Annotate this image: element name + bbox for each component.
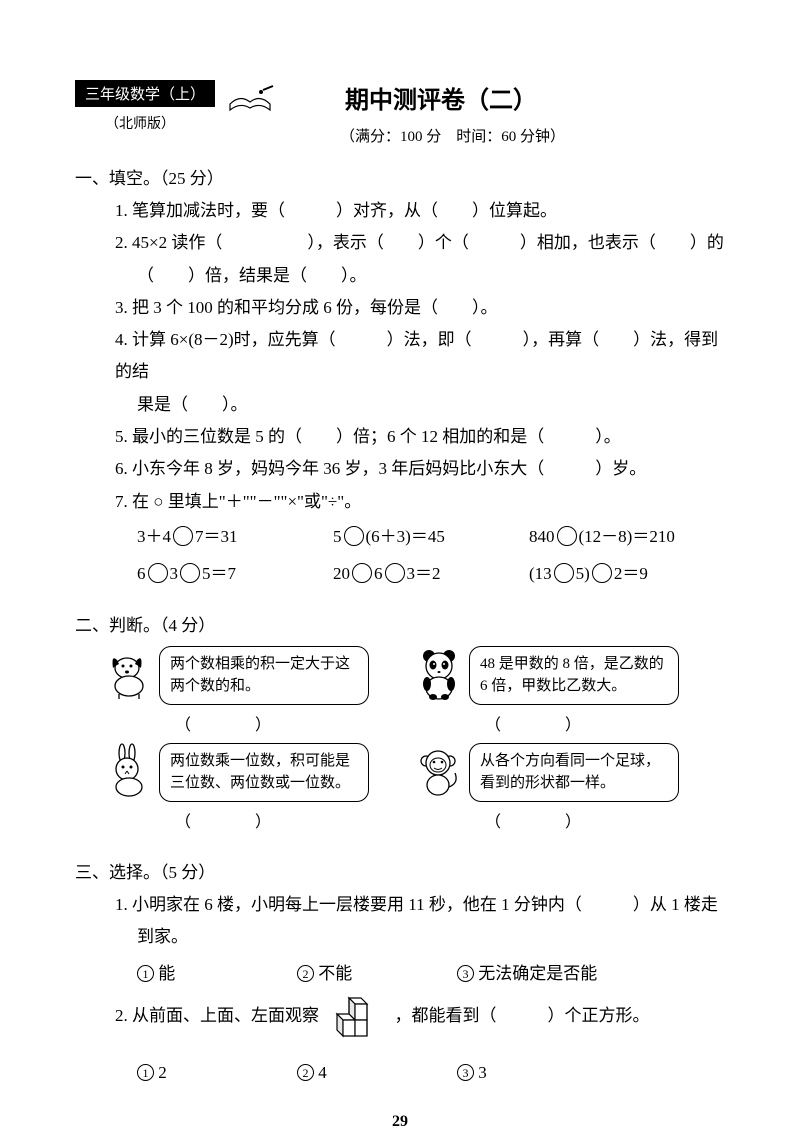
cubes-icon — [329, 994, 384, 1050]
panda-icon — [415, 646, 465, 701]
q3-1b: 到家。 — [137, 921, 725, 953]
q3-1-opts: 1 能 2 不能 3 无法确定是否能 — [137, 959, 725, 984]
judge-item-1: 两个数相乘的积一定大于这两个数的和。 （ ） — [105, 646, 415, 735]
subtitle: （满分：100 分 时间：60 分钟） — [340, 125, 725, 146]
q3-1a: 1. 小明家在 6 楼，小明每上一层楼要用 11 秒，他在 1 分钟内（ ）从 … — [115, 889, 725, 921]
eq-2-1-c: 5＝7 — [202, 564, 236, 583]
opt-1b: 不能 — [318, 964, 352, 983]
opt-num-3: 3 — [457, 1064, 474, 1081]
judge-blank-4: （ ） — [485, 808, 725, 832]
page-title: 期中测评卷（二） — [345, 80, 725, 115]
judge-blank-3: （ ） — [175, 808, 415, 832]
eq-2-1-b: 3 — [170, 564, 179, 583]
opt-2b: 4 — [318, 1063, 327, 1082]
opt-num-3: 3 — [457, 965, 474, 982]
eq-1-1-post: 7＝31 — [195, 527, 238, 546]
section-1-head: 一、填空。（25 分） — [75, 164, 725, 189]
blank-circle — [148, 563, 168, 583]
q1-4a: 4. 计算 6×(8－2)时，应先算（ ）法，即（ ），再算（ ）法，得到的结 — [115, 324, 725, 389]
judge-bubble-1: 两个数相乘的积一定大于这两个数的和。 — [159, 646, 369, 705]
q1-5: 5. 最小的三位数是 5 的（ ）倍；6 个 12 相加的和是（ ）。 — [115, 421, 725, 453]
blank-circle — [344, 526, 364, 546]
eq-2-3-a: (13 — [529, 564, 552, 583]
judge-blank-1: （ ） — [175, 711, 415, 735]
q1-7: 7. 在 ○ 里填上"＋""－""×"或"÷"。 — [115, 486, 725, 518]
q1-2a: 2. 45×2 读作（ ），表示（ ）个（ ）相加，也表示（ ）的 — [115, 227, 725, 259]
eq-row-1: 3＋4 7＝31 5 (6＋3)＝45 840 (12－8)＝210 — [137, 518, 725, 555]
opt-1c: 无法确定是否能 — [478, 964, 597, 983]
judge-item-2: 48 是甲数的 8 倍，是乙数的 6 倍，甲数比乙数大。 （ ） — [415, 646, 725, 735]
judge-bubble-4: 从各个方向看同一个足球，看到的形状都一样。 — [469, 743, 679, 802]
blank-circle — [557, 526, 577, 546]
blank-circle — [180, 563, 200, 583]
eq-2-2-b: 6 — [374, 564, 383, 583]
eq-2-2-a: 20 — [333, 564, 350, 583]
opt-num-1: 1 — [137, 965, 154, 982]
page-number: 29 — [75, 1113, 725, 1131]
opt-2a: 2 — [158, 1063, 167, 1082]
judge-bubble-3: 两位数乘一位数，积可能是三位数、两位数或一位数。 — [159, 743, 369, 802]
eq-1-3-pre: 840 — [529, 527, 555, 546]
blank-circle — [352, 563, 372, 583]
q3-2-opts: 1 2 2 4 3 3 — [137, 1063, 725, 1083]
judge-item-3: 两位数乘一位数，积可能是三位数、两位数或一位数。 （ ） — [105, 743, 415, 832]
q1-6: 6. 小东今年 8 岁，妈妈今年 36 岁，3 年后妈妈比小东大（ ）岁。 — [115, 453, 725, 485]
judge-grid: 两个数相乘的积一定大于这两个数的和。 （ ） 48 是甲数的 8 倍，是乙数的 … — [105, 646, 725, 840]
eq-2-3-c: 2＝9 — [614, 564, 648, 583]
opt-num-2: 2 — [297, 1064, 314, 1081]
eq-1-2-post: (6＋3)＝45 — [366, 527, 445, 546]
q3-2a: 2. 从前面、上面、左面观察 — [115, 1006, 319, 1025]
section-3-head: 三、选择。（5 分） — [75, 858, 725, 883]
eq-row-2: 6 3 5＝7 20 6 3＝2 (13 5) 2＝9 — [137, 555, 725, 592]
book-decor-icon — [225, 84, 275, 119]
q3-2: 2. 从前面、上面、左面观察 ，都能看到（ ）个正方形。 — [115, 994, 725, 1050]
header: 三年级数学（上） （北师版） 期中测评卷（二） （满分：100 分 时间：60 … — [75, 80, 725, 146]
q1-2b: （ ）倍，结果是（ ）。 — [137, 260, 725, 292]
judge-item-4: 从各个方向看同一个足球，看到的形状都一样。 （ ） — [415, 743, 725, 832]
rabbit-icon — [105, 743, 155, 798]
opt-num-2: 2 — [297, 965, 314, 982]
blank-circle — [385, 563, 405, 583]
eq-1-1-pre: 3＋4 — [137, 527, 171, 546]
eq-2-3-b: 5) — [576, 564, 590, 583]
section-2-head: 二、判断。（4 分） — [75, 611, 725, 636]
judge-blank-2: （ ） — [485, 711, 725, 735]
q1-1: 1. 笔算加减法时，要（ ）对齐，从（ ）位算起。 — [115, 195, 725, 227]
blank-circle — [173, 526, 193, 546]
monkey-icon — [415, 743, 465, 798]
q1-4b: 果是（ ）。 — [137, 389, 725, 421]
opt-2c: 3 — [478, 1063, 487, 1082]
q3-2b: ，都能看到（ ）个正方形。 — [395, 1006, 650, 1025]
grade-badge: 三年级数学（上） — [75, 80, 215, 107]
opt-num-1: 1 — [137, 1064, 154, 1081]
eq-1-3-post: (12－8)＝210 — [579, 527, 675, 546]
eq-2-1-a: 6 — [137, 564, 146, 583]
judge-bubble-2: 48 是甲数的 8 倍，是乙数的 6 倍，甲数比乙数大。 — [469, 646, 679, 705]
opt-1a: 能 — [158, 964, 175, 983]
blank-circle — [592, 563, 612, 583]
eq-1-2-pre: 5 — [333, 527, 342, 546]
eq-2-2-c: 3＝2 — [407, 564, 441, 583]
edition-label: （北师版） — [75, 113, 205, 133]
blank-circle — [554, 563, 574, 583]
dog-icon — [105, 646, 155, 701]
q1-3: 3. 把 3 个 100 的和平均分成 6 份，每份是（ ）。 — [115, 292, 725, 324]
